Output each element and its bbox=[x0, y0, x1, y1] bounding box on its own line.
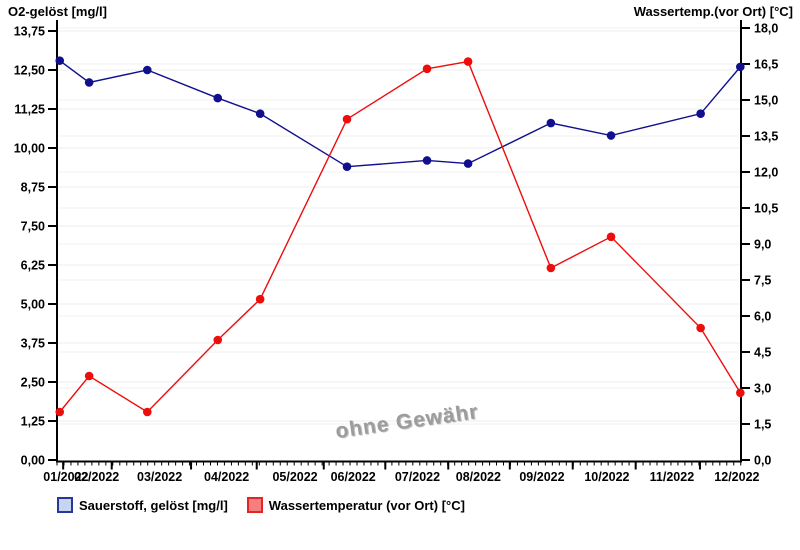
left-axis-tick-label: 10,00 bbox=[14, 142, 45, 156]
data-point-oxygen bbox=[213, 93, 223, 103]
data-point-oxygen bbox=[142, 65, 152, 75]
data-point-temperature bbox=[463, 57, 473, 66]
data-point-temperature bbox=[696, 323, 705, 333]
left-axis-tick-label: 13,75 bbox=[14, 25, 45, 39]
x-axis-month-label: 07/2022 bbox=[395, 470, 440, 484]
x-axis-month-label: 05/2022 bbox=[272, 470, 317, 484]
data-point-oxygen bbox=[696, 109, 705, 118]
data-point-temperature bbox=[736, 388, 745, 398]
data-point-temperature bbox=[546, 263, 556, 273]
data-point-temperature bbox=[606, 232, 616, 242]
left-axis-title: O2-gelöst [mg/l] bbox=[8, 4, 107, 19]
right-axis-tick-label: 10,5 bbox=[754, 202, 778, 216]
x-axis-month-label: 11/2022 bbox=[650, 470, 695, 484]
data-point-temperature bbox=[55, 407, 65, 417]
x-axis-month-label: 04/2022 bbox=[204, 470, 249, 484]
data-point-temperature bbox=[142, 407, 152, 417]
data-point-oxygen bbox=[55, 56, 65, 65]
data-point-temperature bbox=[84, 371, 94, 381]
right-axis-tick-label: 16,5 bbox=[754, 58, 778, 72]
legend-label-temperature: Wassertemperatur (vor Ort) [°C] bbox=[268, 497, 465, 513]
legend-item-temperature: Wassertemperatur (vor Ort) [°C] bbox=[246, 497, 465, 513]
right-axis-tick-label: 0,0 bbox=[754, 454, 771, 468]
data-point-oxygen bbox=[84, 78, 94, 87]
legend-swatch-temperature-icon bbox=[246, 497, 263, 513]
legend: Sauerstoff, gelöst [mg/l] Wassertemperat… bbox=[57, 497, 465, 513]
right-axis-tick-label: 6,0 bbox=[754, 310, 771, 324]
data-point-oxygen bbox=[736, 62, 745, 72]
right-axis-tick-label: 9,0 bbox=[754, 238, 771, 252]
right-axis-tick-label: 13,5 bbox=[754, 130, 778, 144]
x-axis-month-label: 12/2022 bbox=[714, 470, 759, 484]
x-axis-month-label: 01/2022 bbox=[43, 470, 88, 484]
legend-item-oxygen: Sauerstoff, gelöst [mg/l] bbox=[57, 497, 228, 513]
data-point-oxygen bbox=[342, 162, 352, 172]
data-point-oxygen bbox=[546, 118, 556, 128]
legend-swatch-oxygen-icon bbox=[57, 497, 73, 513]
left-axis-tick-label: 0,00 bbox=[21, 454, 45, 468]
right-axis-tick-label: 1,5 bbox=[754, 418, 771, 432]
x-axis-month-label: 03/2022 bbox=[137, 470, 182, 484]
data-point-oxygen bbox=[606, 131, 616, 140]
right-axis-tick-label: 3,0 bbox=[754, 382, 771, 396]
right-axis-tick-label: 12,0 bbox=[754, 166, 778, 180]
left-axis-tick-label: 1,25 bbox=[21, 415, 45, 429]
right-axis-tick-label: 4,5 bbox=[754, 346, 771, 360]
left-axis-tick-label: 2,50 bbox=[21, 376, 45, 390]
x-axis-month-label: 10/2022 bbox=[584, 470, 629, 484]
series-line-oxygen bbox=[59, 60, 741, 168]
data-point-oxygen bbox=[463, 159, 473, 168]
right-axis-tick-label: 7,5 bbox=[754, 274, 771, 288]
left-axis-tick-label: 11,25 bbox=[14, 103, 45, 117]
x-axis-month-label: 08/2022 bbox=[456, 470, 501, 484]
left-axis-tick-label: 12,50 bbox=[14, 64, 45, 78]
x-axis-month-label: 02/2022 bbox=[74, 470, 119, 484]
x-axis-month-label: 09/2022 bbox=[519, 470, 564, 484]
left-axis-tick-label: 5,00 bbox=[21, 298, 45, 312]
data-point-oxygen bbox=[255, 109, 265, 118]
data-point-temperature bbox=[342, 114, 352, 124]
right-axis-tick-label: 15,0 bbox=[754, 94, 778, 108]
legend-label-oxygen: Sauerstoff, gelöst [mg/l] bbox=[79, 497, 228, 513]
left-axis-tick-label: 8,75 bbox=[21, 181, 45, 195]
x-axis-month-label: 06/2022 bbox=[331, 470, 376, 484]
right-axis-title: Wassertemp.(vor Ort) [°C] bbox=[633, 4, 793, 19]
right-axis-tick-label: 18,0 bbox=[754, 22, 778, 36]
series-line-temperature bbox=[59, 60, 741, 413]
left-axis-tick-label: 3,75 bbox=[21, 337, 45, 351]
data-point-temperature bbox=[422, 64, 432, 74]
data-point-temperature bbox=[255, 294, 265, 304]
left-axis-tick-label: 7,50 bbox=[21, 220, 45, 234]
left-axis-tick-label: 6,25 bbox=[21, 259, 45, 273]
data-point-oxygen bbox=[422, 156, 432, 165]
data-point-temperature bbox=[213, 335, 223, 345]
